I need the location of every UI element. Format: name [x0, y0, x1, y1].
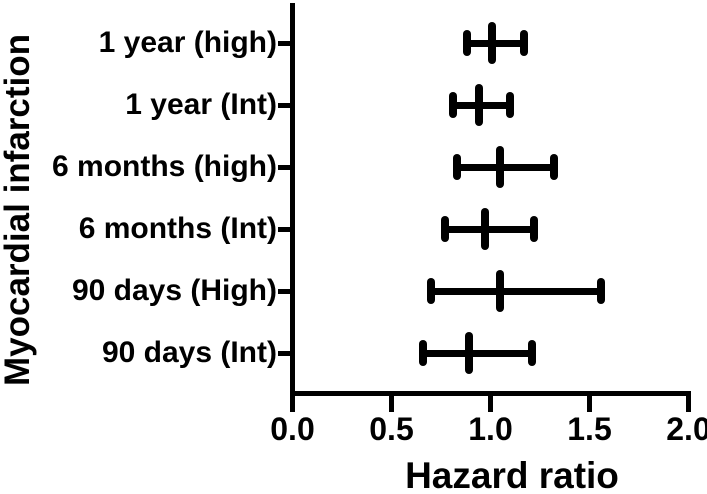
- y-axis-tick: [278, 288, 290, 294]
- ci-line: [431, 287, 602, 295]
- ci-cap-low: [448, 92, 457, 118]
- hazard-ratio-marker: [496, 270, 505, 312]
- hazard-ratio-marker: [496, 146, 505, 188]
- category-label: 1 year (high): [98, 26, 277, 59]
- category-label: 90 days (Int): [101, 336, 277, 369]
- x-axis-tick: [686, 396, 691, 412]
- ci-cap-high: [520, 30, 529, 56]
- hazard-ratio-marker: [480, 208, 489, 250]
- ci-cap-low: [440, 216, 449, 242]
- category-label: 6 months (Int): [78, 212, 277, 245]
- hazard-ratio-marker: [474, 84, 483, 126]
- hazard-ratio-marker: [464, 332, 473, 374]
- category-label: 6 months (high): [52, 150, 277, 183]
- x-axis-tick-label: 1.0: [468, 411, 513, 447]
- category-label: 1 year (Int): [125, 88, 277, 121]
- ci-cap-low: [419, 340, 428, 366]
- x-axis-tick: [587, 396, 592, 412]
- y-axis-tick: [278, 226, 290, 232]
- x-axis-line: [290, 391, 691, 396]
- ci-cap-high: [549, 154, 558, 180]
- hazard-ratio-marker: [488, 22, 497, 64]
- category-label: 90 days (High): [71, 274, 277, 307]
- y-axis-tick: [278, 350, 290, 356]
- x-axis-tick-label: 1.5: [567, 411, 612, 447]
- x-axis-tick: [389, 396, 394, 412]
- x-axis-tick: [290, 396, 295, 412]
- ci-cap-high: [530, 216, 539, 242]
- ci-cap-low: [427, 278, 436, 304]
- ci-cap-high: [506, 92, 515, 118]
- x-axis-title: Hazard ratio: [405, 455, 619, 494]
- ci-cap-high: [528, 340, 537, 366]
- x-axis-tick: [488, 396, 493, 412]
- ci-line: [456, 163, 554, 171]
- y-axis-tick: [278, 40, 290, 46]
- ci-line: [444, 225, 535, 233]
- ci-cap-low: [452, 154, 461, 180]
- y-axis-tick: [278, 102, 290, 108]
- x-axis-tick-label: 2.0: [666, 411, 707, 447]
- x-axis-tick-label: 0.0: [270, 411, 315, 447]
- y-axis-line: [290, 3, 295, 396]
- ci-cap-low: [462, 30, 471, 56]
- x-axis-tick-label: 0.5: [369, 411, 414, 447]
- y-axis-tick: [278, 164, 290, 170]
- ci-cap-high: [597, 278, 606, 304]
- ci-line: [423, 349, 533, 357]
